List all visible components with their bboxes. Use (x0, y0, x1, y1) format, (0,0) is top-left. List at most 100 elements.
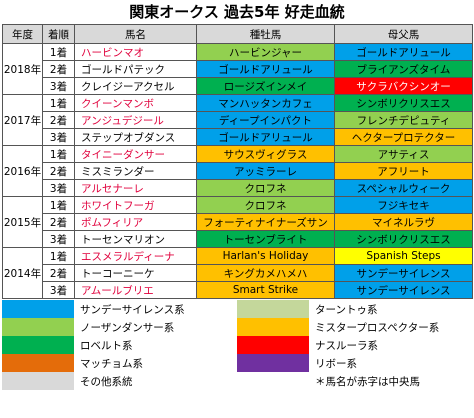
sire-cell: クロフネ (196, 196, 335, 214)
table-row: 2014年 1着 エスメラルディーナ Harlan's Holiday Spanish … (2, 247, 473, 299)
broodmare-sire-cell: スペシャルウィーク (334, 179, 473, 197)
rank-cell: 1着 (42, 43, 75, 61)
header-sire: 種牡馬 (196, 24, 335, 44)
legend-swatch (2, 354, 74, 372)
legend-swatch (2, 336, 74, 354)
broodmare-sire-cell: ゴールドアリュール (334, 43, 473, 61)
rank-cell: 3着 (42, 179, 75, 197)
rank-cell: 3着 (42, 230, 75, 248)
horse-name-cell: タイニーダンサー (74, 145, 197, 163)
year-cell: 2016年 (2, 145, 43, 197)
horse-name-cell: ステップオブダンス (74, 128, 197, 146)
rank-cell: 2着 (42, 162, 75, 180)
rank-cell: 2着 (42, 60, 75, 78)
table-row: 2015年 1着 ホワイトフーガ クロフネ フジキセキ (2, 196, 473, 248)
legend-row: サンデーサイレンス系 ターントゥ系 (2, 300, 472, 318)
sire-cell: ディープインパクト (196, 111, 335, 129)
sire-cell: トーセンブライト (196, 230, 335, 248)
horse-name-cell: アルセナーレ (74, 179, 197, 197)
sire-cell: アッミラーレ (196, 162, 335, 180)
broodmare-sire-cell: シンボリクリスエス (334, 230, 473, 248)
table-header-row: 年度 着順 馬名 種牡馬 母父馬 (2, 24, 473, 44)
table-row: 2着 アンジュデジール ディープインパクト フレンチデピュティ (3, 111, 473, 129)
legend-swatch (237, 318, 309, 336)
rank-cell: 1着 (42, 196, 75, 214)
table-row: 2018年 1着 ハービンマオ ハービンジャー ゴールドアリュール (2, 43, 473, 95)
horse-name-cell: エスメラルディーナ (74, 247, 197, 265)
page-title: 関東オークス 過去5年 好走血統 (129, 3, 345, 21)
table-row: 2016年 1着 タイニーダンサー サウスヴィグラス アサティス (2, 145, 473, 197)
rank-cell: 1着 (42, 94, 75, 112)
horse-name-cell: トーコーニーケ (74, 264, 197, 282)
sire-cell: フォーティナイナーズサン (196, 213, 335, 231)
legend-label: リボー系 (315, 357, 357, 370)
horse-name-cell: アンジュデジール (74, 111, 197, 129)
legend-label: ノーザンダンサー系 (80, 321, 175, 334)
sire-cell: マンハッタンカフェ (196, 94, 335, 112)
sire-cell: Smart Strike (196, 281, 335, 299)
legend-label: ターントゥ系 (315, 303, 378, 316)
legend-row: マッチョム系 リボー系 (2, 354, 472, 372)
broodmare-sire-cell: Spanish Steps (334, 247, 473, 265)
header-broodmare-sire: 母父馬 (334, 24, 473, 44)
table-row: 3着 クレイジーアクセル ロージズインメイ サクラバクシンオー (3, 77, 473, 95)
broodmare-sire-cell: フレンチデピュティ (334, 111, 473, 129)
broodmare-sire-cell: サンデーサイレンス (334, 264, 473, 282)
sire-cell: ハービンジャー (196, 43, 335, 61)
horse-name-cell: ゴールドパテック (74, 60, 197, 78)
horse-name-cell: ハービンマオ (74, 43, 197, 61)
horse-name-cell: ミスミランダー (74, 162, 197, 180)
broodmare-sire-cell: フジキセキ (334, 196, 473, 214)
rank-cell: 3着 (42, 281, 75, 299)
legend: サンデーサイレンス系 ターントゥ系ノーザンダンサー系 ミスタープロスペクター系ロベル… (2, 300, 472, 390)
horse-name-cell: ホワイトフーガ (74, 196, 197, 214)
rank-cell: 1着 (42, 145, 75, 163)
broodmare-sire-cell: アフリート (334, 162, 473, 180)
broodmare-sire-cell: マイネルラヴ (334, 213, 473, 231)
sire-cell: ゴールドアリュール (196, 128, 335, 146)
rank-cell: 2着 (42, 111, 75, 129)
legend-swatch (237, 354, 309, 372)
table-row: 3着 アムールブリエ Smart Strike サンデーサイレンス (3, 281, 473, 299)
legend-swatch (237, 372, 309, 390)
horse-name-cell: トーセンマリオン (74, 230, 197, 248)
legend-swatch (2, 300, 74, 318)
legend-note: ＊馬名が赤字は中央馬 (315, 375, 420, 388)
legend-swatch (2, 372, 74, 390)
broodmare-sire-cell: アサティス (334, 145, 473, 163)
broodmare-sire-cell: サンデーサイレンス (334, 281, 473, 299)
broodmare-sire-cell: ヘクタープロテクター (334, 128, 473, 146)
broodmare-sire-cell: サクラバクシンオー (334, 77, 473, 95)
horse-name-cell: クイーンマンボ (74, 94, 197, 112)
sire-cell: キングカメハメハ (196, 264, 335, 282)
table-row: 3着 ステップオブダンス ゴールドアリュール ヘクタープロテクター (3, 128, 473, 146)
year-cell: 2018年 (2, 43, 43, 95)
table-row: 2着 ゴールドパテック ゴールドアリュール ブライアンズタイム (3, 60, 473, 78)
year-cell: 2015年 (2, 196, 43, 248)
sire-cell: クロフネ (196, 179, 335, 197)
table-row: 2着 トーコーニーケ キングカメハメハ サンデーサイレンス (3, 264, 473, 282)
legend-swatch (237, 336, 309, 354)
sire-cell: Harlan's Holiday (196, 247, 335, 265)
legend-row: その他系統 ＊馬名が赤字は中央馬 (2, 372, 472, 390)
rank-cell: 3着 (42, 128, 75, 146)
legend-label: ミスタープロスペクター系 (315, 321, 440, 334)
rank-cell: 3着 (42, 77, 75, 95)
legend-row: ノーザンダンサー系 ミスタープロスペクター系 (2, 318, 472, 336)
header-horse: 馬名 (74, 24, 197, 44)
horse-name-cell: クレイジーアクセル (74, 77, 197, 95)
table-row: 3着 アルセナーレ クロフネ スペシャルウィーク (3, 179, 473, 197)
legend-row: ロベルト系 ナスルーラ系 (2, 336, 472, 354)
rank-cell: 2着 (42, 264, 75, 282)
legend-label: サンデーサイレンス系 (80, 303, 185, 316)
legend-label: ロベルト系 (80, 339, 133, 352)
horse-name-cell: アムールブリエ (74, 281, 197, 299)
legend-label: その他系統 (80, 375, 133, 388)
legend-label: マッチョム系 (80, 357, 143, 370)
year-cell: 2014年 (2, 247, 43, 299)
table-row: 2着 ミスミランダー アッミラーレ アフリート (3, 162, 473, 180)
header-year: 年度 (2, 24, 43, 44)
year-cell: 2017年 (2, 94, 43, 146)
legend-swatch (2, 318, 74, 336)
bloodline-table: 年度 着順 馬名 種牡馬 母父馬 2018年 1着 ハービンマオ ハービンジャー ゴール… (2, 24, 473, 299)
